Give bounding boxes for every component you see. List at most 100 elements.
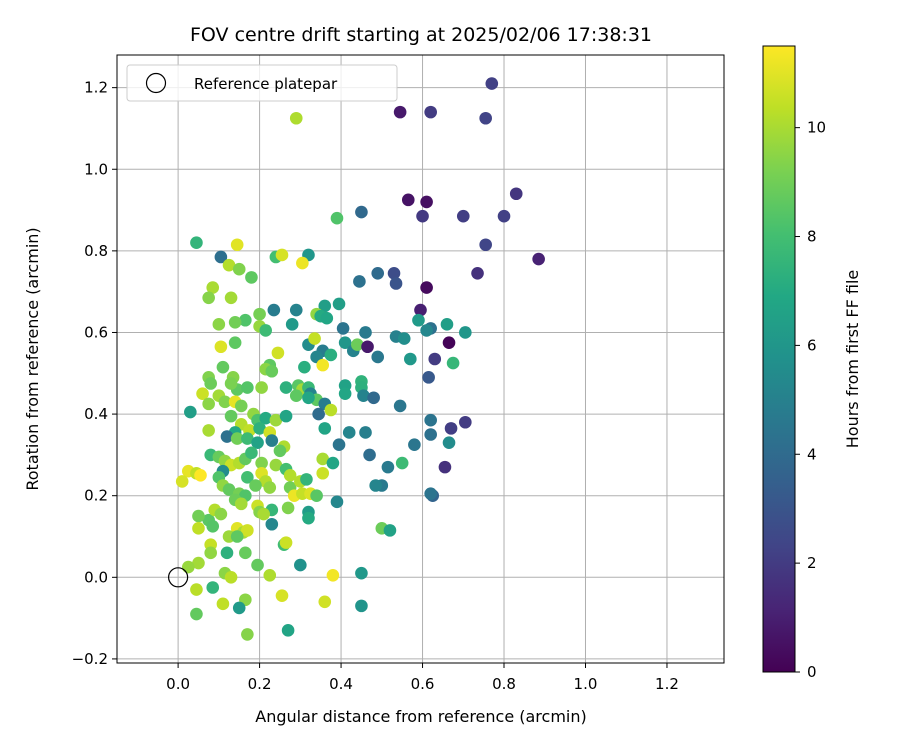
- data-point: [269, 413, 283, 427]
- data-point: [420, 281, 433, 294]
- data-point: [497, 209, 511, 223]
- data-point: [312, 407, 325, 421]
- data-point: [459, 415, 472, 429]
- x-tick-label: 1.0: [574, 675, 598, 693]
- data-point: [324, 403, 338, 417]
- data-point: [318, 422, 332, 435]
- data-point: [253, 307, 266, 321]
- data-point: [194, 468, 207, 482]
- data-point: [355, 205, 368, 219]
- data-point: [371, 350, 385, 364]
- data-point: [275, 589, 289, 602]
- colorbar-tick-label: 8: [807, 228, 817, 246]
- data-point: [420, 324, 433, 337]
- data-point: [371, 267, 385, 280]
- x-axis-label: Angular distance from reference (arcmin): [255, 707, 586, 726]
- data-point: [245, 446, 258, 460]
- data-point: [420, 195, 433, 209]
- data-point: [359, 326, 372, 339]
- data-point: [259, 324, 272, 337]
- data-point: [338, 336, 352, 349]
- data-point: [175, 475, 189, 488]
- x-tick-label: 0.4: [329, 675, 353, 693]
- data-point: [326, 456, 340, 470]
- data-point: [342, 426, 356, 439]
- data-point: [300, 473, 313, 486]
- y-tick-label: 0.8: [84, 242, 108, 260]
- y-tick-label: 0.6: [84, 323, 108, 341]
- y-tick-label: −0.2: [72, 650, 108, 668]
- data-point: [230, 432, 244, 445]
- data-point: [222, 483, 236, 496]
- data-point: [355, 566, 368, 580]
- data-point: [330, 495, 344, 509]
- data-point: [485, 77, 499, 90]
- data-point: [416, 209, 429, 223]
- data-point: [218, 395, 232, 409]
- data-point: [389, 277, 403, 290]
- data-point: [255, 456, 268, 470]
- data-point: [316, 358, 330, 372]
- colorbar-tick-label: 0: [807, 663, 817, 681]
- data-point: [532, 252, 545, 266]
- data-point: [196, 387, 209, 400]
- data-point: [228, 336, 242, 349]
- data-point: [332, 297, 346, 311]
- data-point: [318, 299, 332, 313]
- data-point: [241, 628, 254, 641]
- data-point: [228, 315, 242, 329]
- data-point: [204, 377, 217, 390]
- data-point: [271, 346, 285, 360]
- data-point: [355, 599, 368, 613]
- data-point: [289, 111, 303, 125]
- data-point: [285, 318, 299, 331]
- y-tick-label: 1.0: [84, 160, 108, 178]
- data-point: [253, 422, 266, 435]
- data-point: [241, 432, 254, 445]
- data-point: [387, 267, 401, 280]
- data-point: [326, 568, 340, 582]
- y-tick-label: 0.4: [84, 405, 108, 423]
- colorbar-gradient: [762, 45, 796, 673]
- y-axis-label: Rotation from reference (arcmin): [23, 227, 42, 490]
- data-point: [320, 311, 334, 325]
- data-point: [216, 597, 230, 611]
- chart-title: FOV centre drift starting at 2025/02/06 …: [190, 24, 652, 46]
- data-point: [279, 409, 293, 423]
- data-point: [222, 258, 236, 272]
- data-point: [383, 524, 397, 537]
- data-point: [397, 332, 411, 345]
- reference-marker: [168, 567, 189, 588]
- data-point: [202, 397, 215, 411]
- data-point: [216, 360, 230, 374]
- data-point: [190, 236, 203, 250]
- data-point: [381, 460, 395, 474]
- data-point: [224, 409, 238, 423]
- x-tick-label: 0.0: [166, 675, 190, 693]
- colorbar-tick-label: 2: [807, 554, 817, 572]
- data-point: [245, 271, 258, 284]
- data-point: [404, 352, 417, 366]
- data-point: [251, 436, 264, 449]
- data-point: [361, 340, 374, 354]
- data-point: [363, 448, 376, 462]
- colorbar-tick-label: 6: [807, 336, 817, 354]
- data-point: [192, 522, 205, 535]
- data-point: [509, 187, 523, 201]
- data-point: [239, 313, 252, 327]
- colorbar: 0 2 4 6 8 10 Hours from first FF file: [762, 45, 862, 681]
- data-point: [459, 326, 472, 339]
- data-point: [275, 248, 289, 262]
- data-point: [206, 581, 220, 594]
- data-point: [353, 275, 366, 288]
- data-point: [289, 303, 303, 317]
- data-point: [220, 546, 234, 560]
- data-point: [234, 399, 248, 413]
- data-point: [393, 399, 407, 413]
- data-point: [281, 501, 295, 515]
- data-point: [302, 391, 315, 405]
- data-point: [279, 381, 293, 394]
- data-point: [393, 105, 407, 119]
- data-point: [442, 436, 456, 449]
- data-point: [184, 405, 197, 419]
